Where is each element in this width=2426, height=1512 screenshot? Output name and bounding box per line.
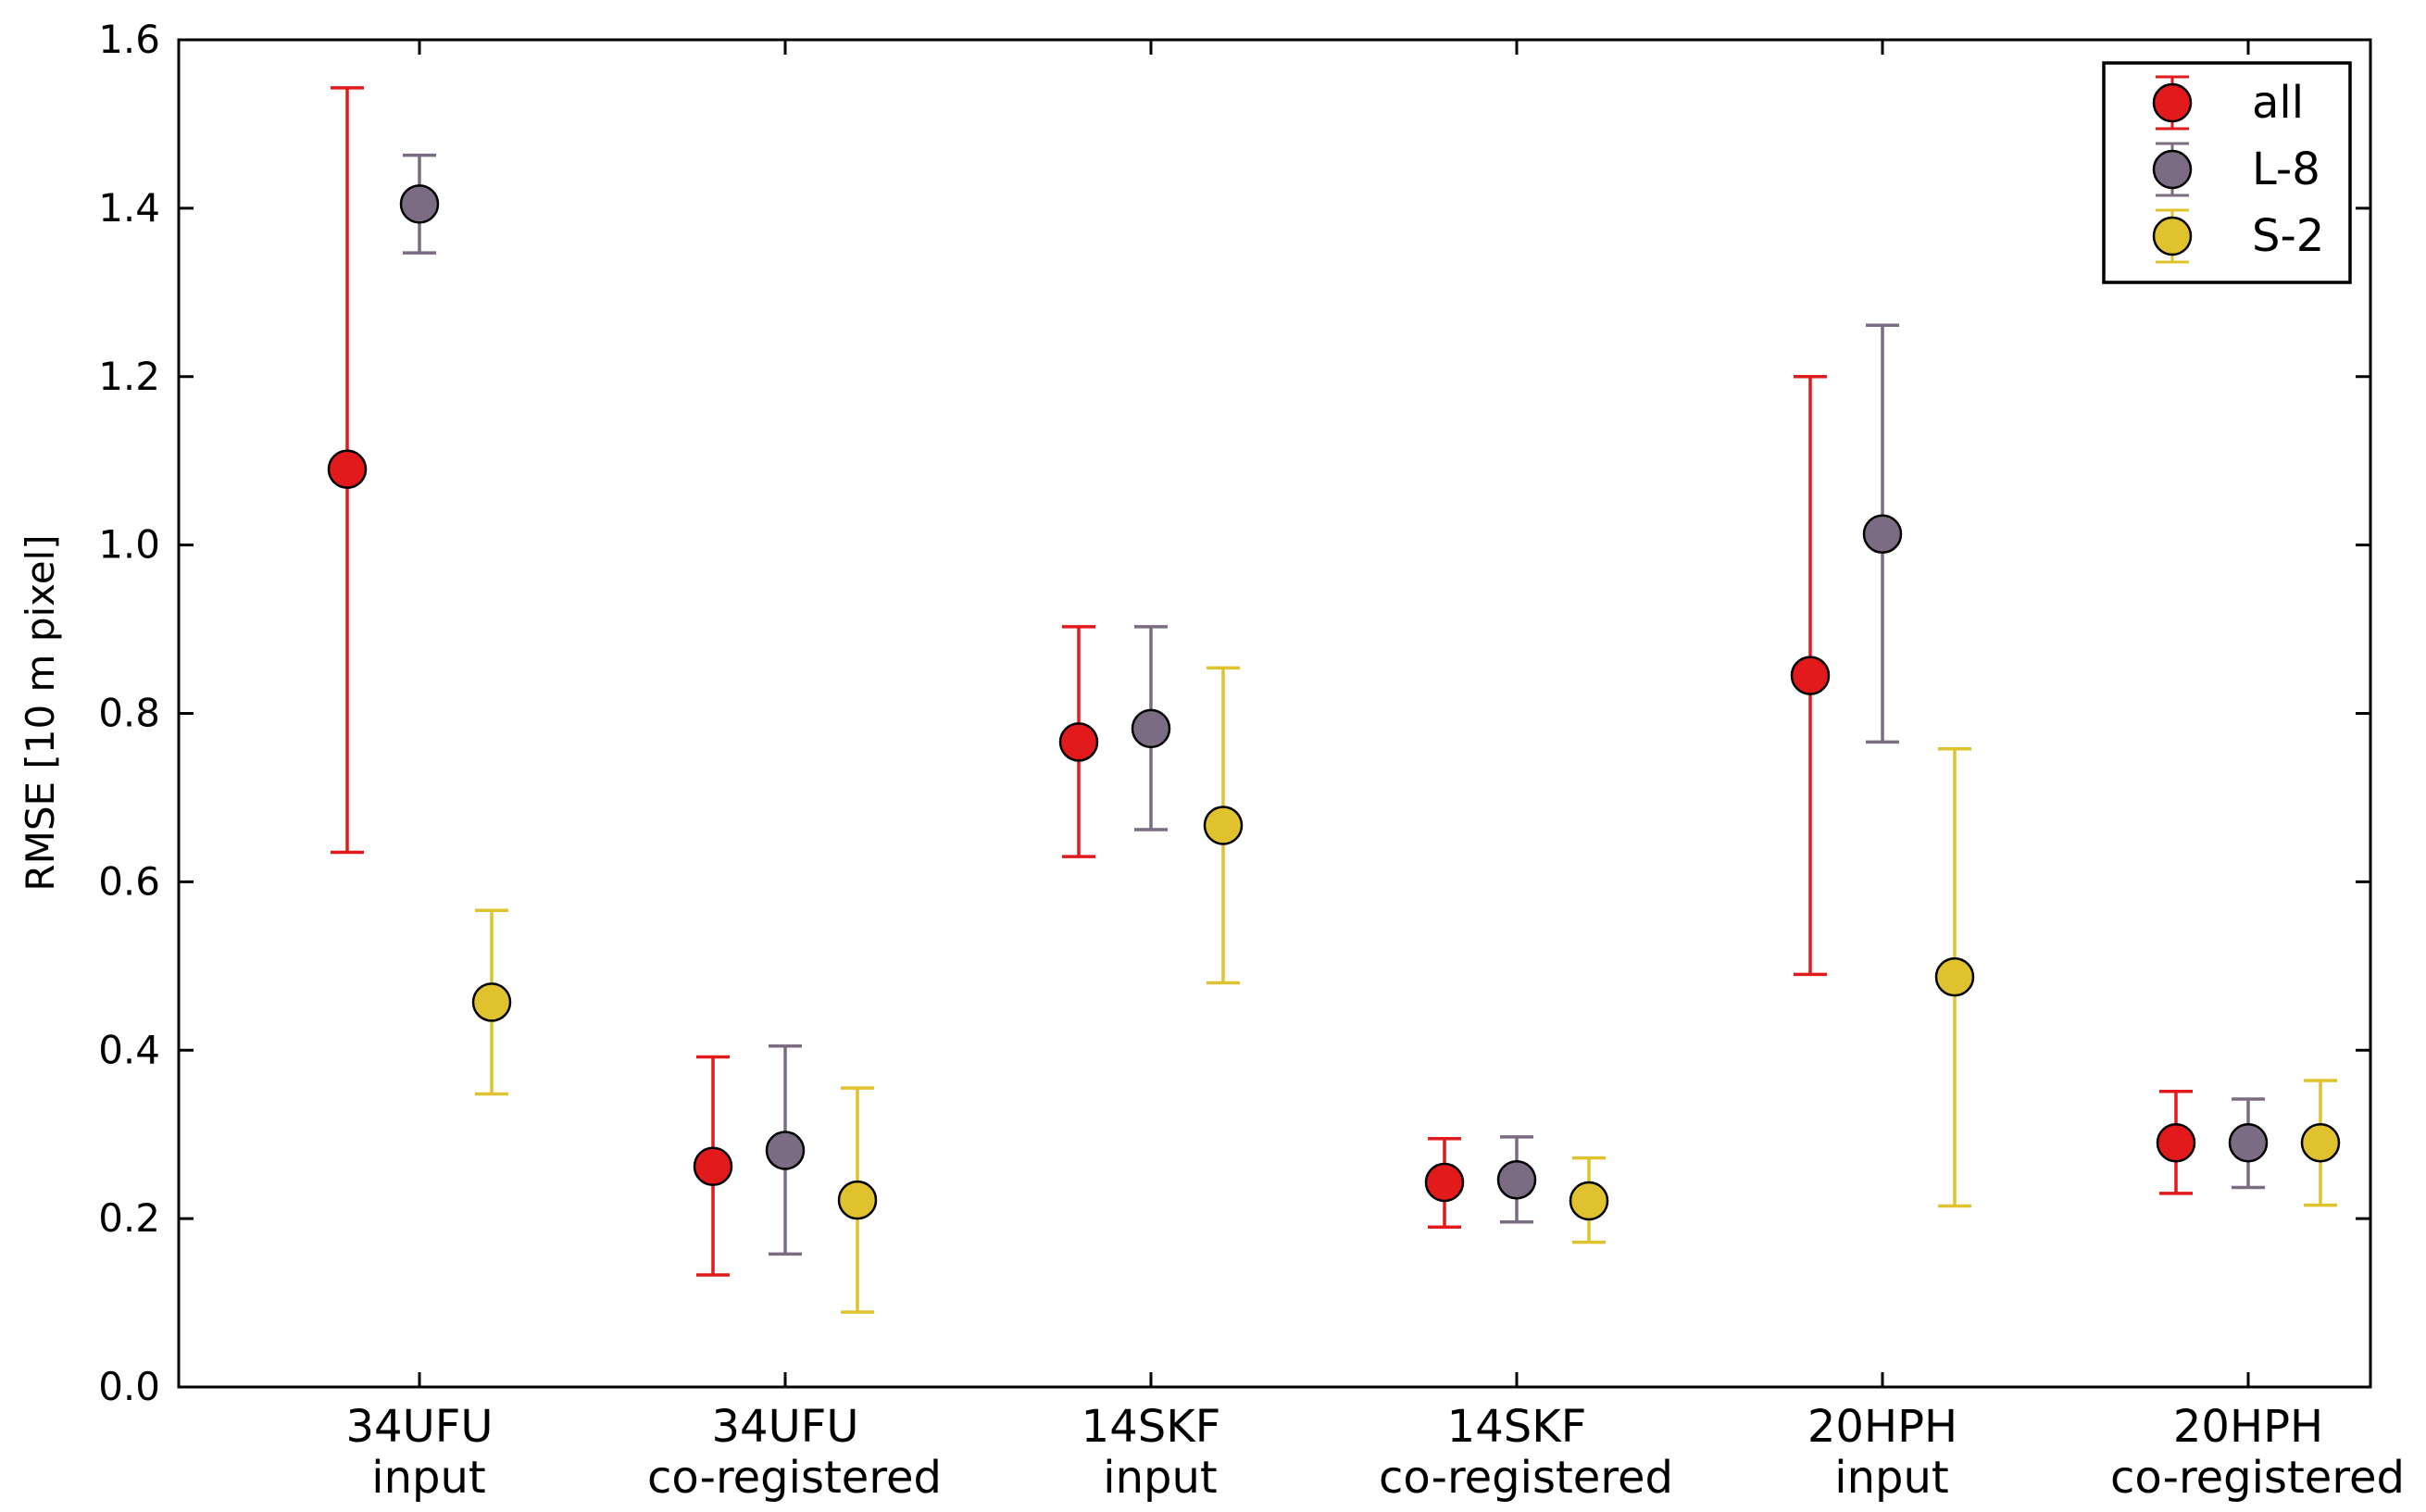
y-tick-label: 1.6	[98, 17, 160, 62]
data-point-L-8	[765, 1131, 806, 1170]
data-point-S-2	[1934, 956, 1975, 997]
x-category-label-line1: 14SKF	[1082, 1401, 1221, 1453]
x-category-label-line1: 14SKF	[1447, 1401, 1587, 1453]
y-tick-label: 0.0	[98, 1364, 160, 1409]
y-tick-label: 0.2	[98, 1195, 160, 1241]
y-tick-label: 1.0	[98, 522, 160, 568]
legend-box	[2102, 61, 2352, 284]
data-point-L-8	[399, 184, 440, 224]
y-axis-label: RMSE [10 m pixel]	[18, 534, 63, 891]
x-category-label-line2: input	[1834, 1452, 1948, 1504]
legend-marker-all	[2152, 82, 2193, 123]
y-tick-label: 1.4	[98, 185, 160, 231]
series-S-2	[471, 666, 2341, 1314]
y-tick-label: 0.6	[98, 858, 160, 904]
legend-label-L-8: L-8	[2252, 144, 2320, 195]
legend: all L-8 S-2	[2102, 61, 2352, 284]
x-category-label-line2: co-registered	[2110, 1452, 2405, 1504]
x-category-label-line2: co-registered	[1379, 1452, 1673, 1504]
data-point-all	[1790, 656, 1831, 695]
data-point-S-2	[1203, 806, 1244, 845]
legend-label-all: all	[2252, 77, 2304, 129]
data-point-S-2	[2300, 1123, 2341, 1163]
data-point-L-8	[2228, 1123, 2269, 1163]
plot-area	[327, 86, 2341, 1314]
data-point-all	[1058, 722, 1099, 762]
data-point-S-2	[837, 1180, 878, 1220]
y-tick-label: 0.4	[98, 1027, 160, 1072]
data-point-all	[327, 449, 368, 490]
y-tick-label: 1.2	[98, 354, 160, 399]
x-category-label-line1: 20HPH	[1807, 1401, 1957, 1453]
data-point-all	[1424, 1162, 1465, 1203]
data-point-L-8	[1131, 708, 1171, 749]
data-point-all	[2156, 1123, 2196, 1163]
data-point-S-2	[1569, 1181, 1609, 1221]
series-L-8	[399, 153, 2269, 1256]
x-category-label-line1: 34UFU	[346, 1401, 494, 1453]
y-tick-label: 0.8	[98, 691, 160, 736]
x-axis: 34UFUinput34UFUco-registered14SKFinput14…	[346, 40, 2405, 1504]
x-category-label-line2: input	[371, 1452, 485, 1504]
data-point-L-8	[1496, 1160, 1537, 1200]
data-point-L-8	[1862, 514, 1903, 555]
y-axis: 0.0 0.2 0.4 0.6 0.8 1.0 1.2 1.4 1.6	[98, 17, 2370, 1409]
legend-marker-L-8	[2152, 149, 2193, 190]
legend-marker-S-2	[2152, 216, 2193, 256]
x-category-label-line1: 34UFU	[712, 1401, 859, 1453]
data-point-all	[693, 1146, 733, 1186]
series-all	[327, 86, 2196, 1277]
x-category-label-line2: input	[1103, 1452, 1217, 1504]
x-category-label-line1: 20HPH	[2173, 1401, 2323, 1453]
legend-label-S-2: S-2	[2252, 210, 2324, 262]
data-point-S-2	[471, 982, 512, 1022]
x-category-label-line2: co-registered	[647, 1452, 942, 1504]
